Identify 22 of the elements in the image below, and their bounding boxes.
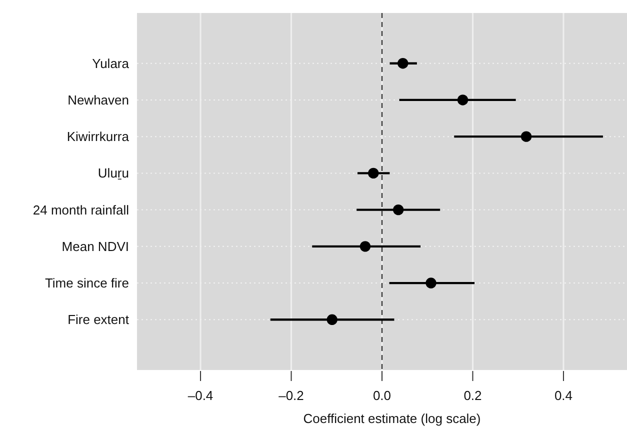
y-tick-label: Newhaven xyxy=(68,92,129,108)
y-tick-label: Uluṟu xyxy=(98,166,129,181)
point xyxy=(368,168,379,179)
point xyxy=(392,204,404,216)
y-tick-label: 24 month rainfall xyxy=(32,202,130,218)
y-tick-label: Time since fire xyxy=(44,276,129,291)
x-tick-label: –0.2 xyxy=(278,388,304,403)
y-tick-label: Yulara xyxy=(92,56,130,71)
y-tick-label: Kiwirrkurra xyxy=(66,129,130,144)
point xyxy=(520,131,532,142)
point xyxy=(398,58,408,69)
point xyxy=(326,314,338,325)
y-tick-label: Mean NDVI xyxy=(62,238,129,254)
point xyxy=(426,278,436,288)
x-tick-label: 0.4 xyxy=(554,388,573,403)
x-tick-label: 0.2 xyxy=(464,388,482,403)
x-axis-title: Coefficient estimate (log scale) xyxy=(303,411,481,426)
x-tick-label: 0.0 xyxy=(372,388,392,403)
x-tick-label: –0.4 xyxy=(188,388,214,403)
point xyxy=(457,94,468,106)
y-tick-label: Fire extent xyxy=(68,312,130,328)
point xyxy=(360,241,371,252)
